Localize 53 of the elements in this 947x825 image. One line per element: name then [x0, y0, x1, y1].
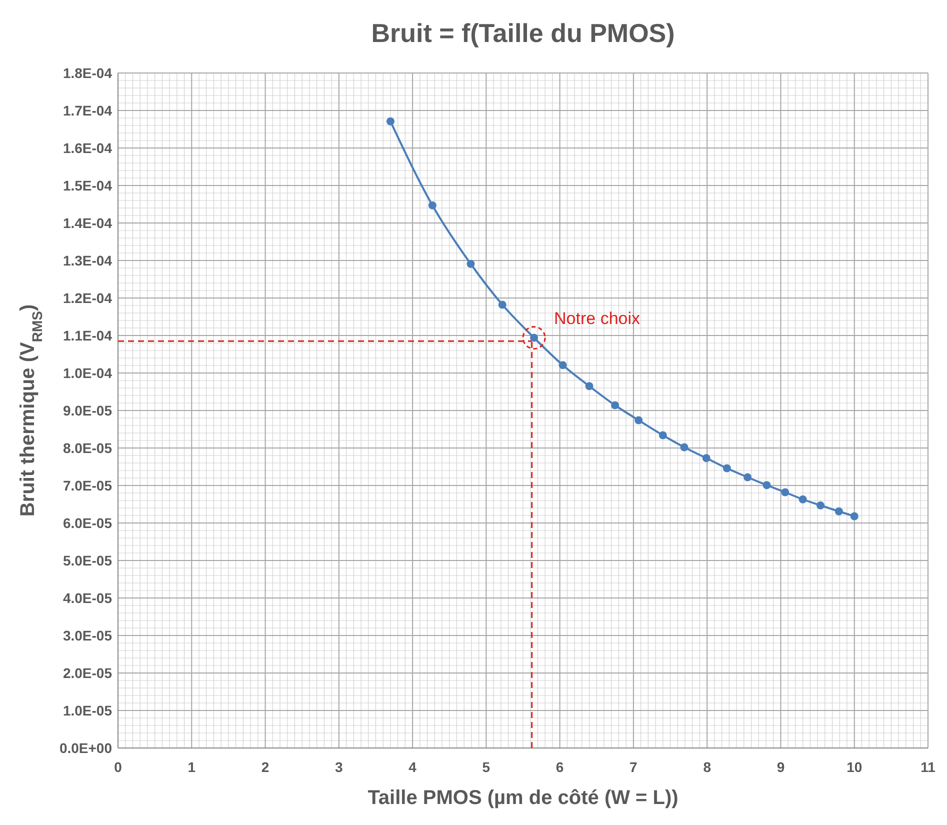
y-tick-label: 1.6E-04 — [62, 140, 112, 156]
point — [781, 488, 790, 496]
point — [702, 454, 710, 462]
point — [658, 431, 667, 440]
point — [834, 507, 843, 516]
y-tick-label: 1.0E-04 — [62, 365, 112, 381]
point — [850, 512, 858, 520]
y-tick-label: 1.8E-04 — [62, 65, 112, 81]
y-tick-label: 1.3E-04 — [62, 252, 112, 268]
point — [498, 300, 506, 309]
x-tick-label: 2 — [261, 759, 270, 775]
y-tick-label: 1.4E-04 — [62, 215, 112, 231]
x-tick-label: 7 — [630, 759, 638, 775]
x-axis-title: Taille PMOS (µm de côté (W = L)) — [368, 787, 678, 809]
point — [722, 464, 731, 472]
point — [680, 443, 688, 452]
y-tick-label: 5.0E-05 — [62, 552, 112, 568]
point — [744, 473, 752, 482]
x-tick-label: 6 — [556, 759, 564, 775]
y-tick-label: 6.0E-05 — [62, 515, 112, 531]
x-tick-label: 5 — [482, 759, 490, 775]
y-tick-label: 1.5E-04 — [62, 178, 112, 194]
chart-title: Bruit = f(Taille du PMOS) — [371, 18, 675, 48]
point — [428, 201, 436, 210]
y-tick-label: 1.0E-05 — [62, 702, 112, 718]
point — [762, 481, 771, 490]
point — [585, 382, 594, 390]
annotation: Notre choix — [554, 308, 641, 328]
y-tick-label: 2.0E-05 — [62, 665, 112, 681]
point — [798, 495, 807, 504]
y-tick-label: 1.1E-04 — [62, 328, 112, 344]
point — [466, 260, 475, 268]
x-tick-label: 11 — [920, 759, 936, 775]
x-tick-label: 9 — [776, 759, 785, 775]
x-tick-label: 0 — [114, 759, 122, 775]
y-tick-label: 0.0E+00 — [59, 740, 112, 756]
x-tick-label: 1 — [188, 759, 196, 775]
x-tick-label: 4 — [408, 759, 417, 775]
point — [558, 361, 567, 370]
point — [386, 117, 394, 126]
x-tick-label: 8 — [703, 759, 712, 775]
y-tick-label: 3.0E-05 — [62, 628, 112, 644]
x-tick-label: 10 — [846, 759, 862, 775]
point — [816, 501, 824, 510]
point — [634, 416, 643, 424]
point — [611, 401, 620, 410]
y-tick-label: 8.0E-05 — [62, 440, 112, 456]
y-tick-label: 1.7E-04 — [62, 102, 112, 118]
y-tick-label: 9.0E-05 — [62, 402, 112, 418]
y-tick-label: 1.2E-04 — [62, 290, 112, 306]
y-tick-label: 7.0E-05 — [62, 478, 112, 494]
y-tick-label: 4.0E-05 — [62, 590, 112, 606]
x-tick-label: 3 — [335, 759, 344, 775]
